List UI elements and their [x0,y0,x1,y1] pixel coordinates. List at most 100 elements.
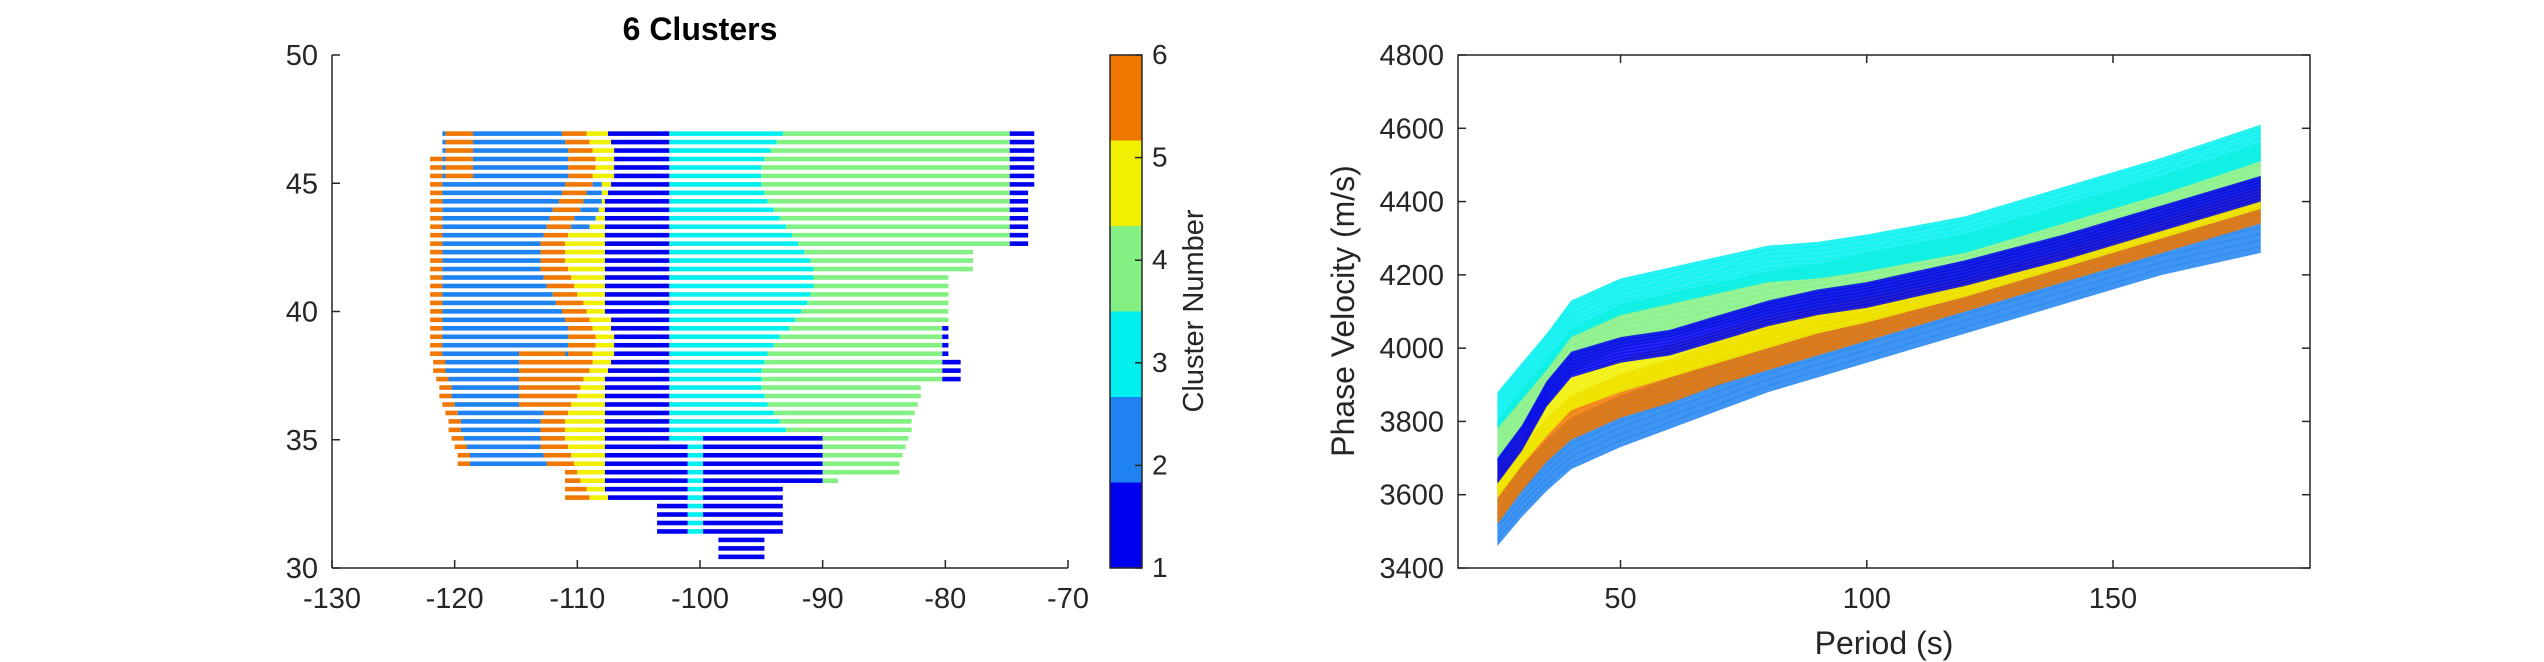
cluster-region-6 [519,368,590,373]
cluster-3-curve [1496,133,2261,402]
cluster-region-6 [445,173,474,179]
map-x-tick-label: -110 [549,583,605,615]
cluster-region-4 [813,275,949,280]
cluster-region-2 [442,241,541,246]
cluster-region-1 [604,461,688,467]
velocity-tick-label: 4800 [1379,40,1444,72]
cluster-region-3 [669,224,786,230]
cluster-region-2 [463,436,541,441]
cluster-region-2 [442,292,553,297]
cluster-region-5 [592,325,612,331]
cluster-region-5 [565,419,605,424]
cluster-2-envelope [1497,201,2261,547]
cluster-region-1 [703,478,823,483]
cluster-region-6 [562,131,587,136]
cluster-region-2 [442,249,541,255]
cluster-region-3 [669,359,765,365]
cluster-region-1 [604,283,670,289]
cluster-region-1 [608,190,670,196]
cluster-region-3 [669,258,811,263]
cluster-region-1 [1009,241,1029,246]
cluster-region-2 [470,452,544,458]
cluster-region-2 [442,258,541,263]
cluster-region-1 [1009,131,1035,136]
cluster-region-4 [764,190,1010,196]
map-y-tick-label: 35 [286,425,318,457]
cluster-region-1 [942,342,949,348]
cluster-region-4 [767,199,1010,204]
cluster-region-4 [779,215,1010,221]
cluster-region-4 [813,266,973,272]
cluster-region-3 [669,325,789,331]
cluster-region-6 [540,258,566,263]
cluster-region-4 [792,232,1010,238]
cluster-region-5 [583,376,605,382]
cluster-region-6 [439,393,452,399]
cluster-1-curve [1496,178,2261,462]
cluster-region-1 [604,232,670,238]
cluster-region-2 [571,224,590,230]
cluster-region-3 [687,444,704,450]
cluster-region-1 [1009,232,1029,238]
cluster-region-6 [430,342,443,348]
cluster-region-1 [604,309,670,314]
map-x-tick-label: -120 [426,583,484,615]
cluster-region-6 [562,190,587,196]
cluster-region-1 [942,376,961,382]
cluster-region-1 [703,469,823,475]
cluster-region-5 [589,224,605,230]
cluster-region-3 [669,190,765,196]
cluster-region-1 [614,148,670,153]
cluster-2-curve [1496,245,2261,540]
cluster-region-6 [430,190,443,196]
cluster-region-1 [604,275,670,280]
cluster-1-envelope [1497,175,2261,484]
cluster-region-6 [445,410,458,416]
cluster-region-3 [669,241,799,246]
cluster-region-5 [589,495,608,500]
colorbar-label: Cluster Number [1178,209,1210,412]
cluster-region-5 [589,317,612,323]
cluster-region-6 [448,427,461,433]
cluster-region-5 [595,165,615,170]
cluster-region-1 [604,258,670,263]
cluster-region-6 [568,173,593,179]
velocity-tick-label: 4200 [1379,260,1444,292]
cluster-region-4 [810,292,949,297]
cluster-region-5 [565,249,605,255]
cluster-region-3 [669,334,780,340]
cluster-region-6 [430,351,443,356]
cluster-region-2 [442,139,446,145]
cluster-region-5 [580,385,605,390]
cluster-region-5 [595,215,605,221]
cluster-region-5 [586,486,605,492]
cluster-region-6 [568,342,596,348]
cluster-region-5 [601,199,605,204]
cluster-region-2 [574,215,596,221]
cluster-region-4 [767,351,943,356]
cluster-region-6 [546,224,572,230]
cluster-region-3 [669,436,704,441]
cluster-region-3 [669,317,796,323]
cluster-region-2 [442,165,446,170]
cluster-region-1 [604,224,670,230]
map-x-tick-label: -130 [303,583,361,615]
dispersion-axes: 50 100 150 3400 3600 3800 4000 4200 4400 4600 4800 [1379,40,2311,615]
cluster-region-3 [687,478,704,483]
map-title: 6 Clusters [623,11,778,47]
cluster-region-1 [614,334,670,340]
cluster-1-curve [1496,191,2261,475]
cluster-region-6 [439,385,452,390]
cluster-region-5 [583,300,605,306]
cluster-region-3 [669,199,768,204]
cluster-region-2 [442,283,547,289]
cluster-region-3 [669,182,762,187]
colorbar-block-4 [1110,226,1142,312]
cluster-region-4 [764,156,1010,162]
cluster-region-6 [430,182,443,187]
cluster-region-3 [669,342,774,348]
cluster-region-6 [430,224,443,230]
colorbar-ticks: 1 2 3 4 5 6 [1135,39,1168,583]
cluster-region-6 [543,275,572,280]
map-axes: -130 -120 -110 -100 -90 -80 -70 30 35 40 45 50 [286,40,1089,615]
